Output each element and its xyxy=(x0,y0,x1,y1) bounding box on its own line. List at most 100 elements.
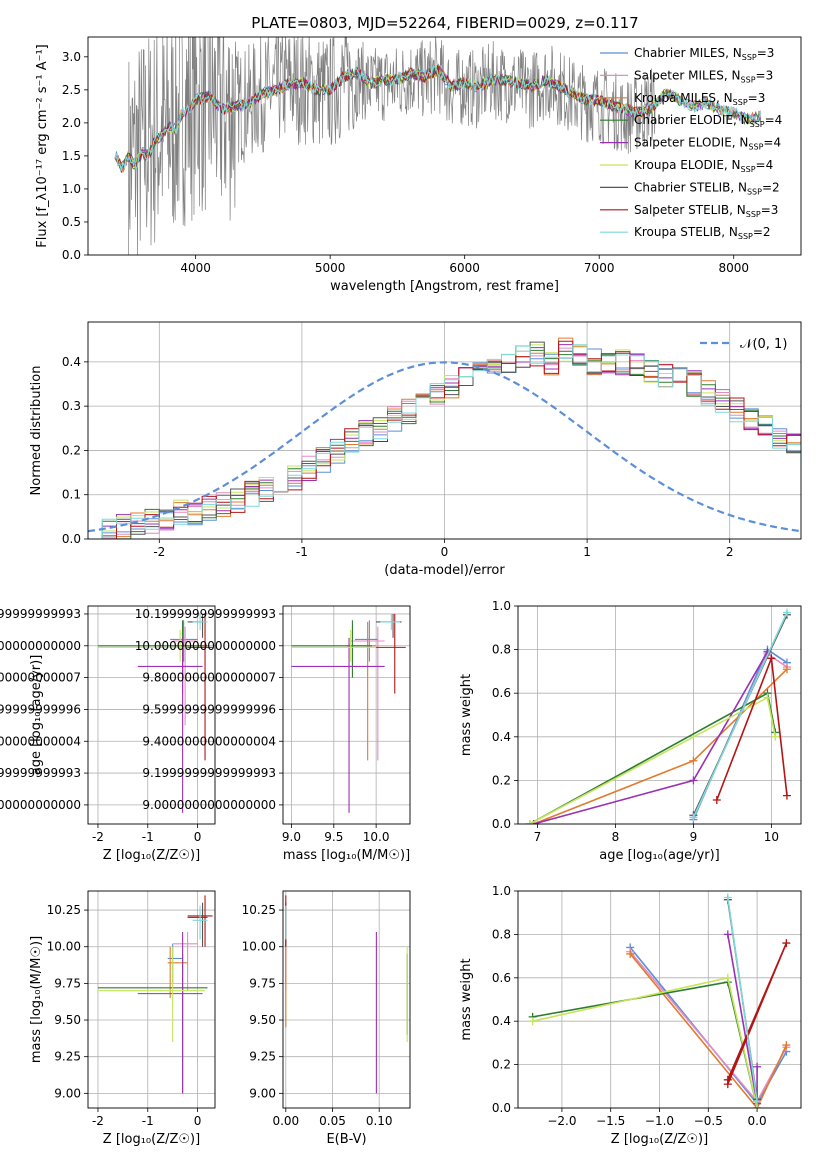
axes-frame xyxy=(87,890,216,1109)
y-tick-label: 10.0000000000000000 xyxy=(135,639,276,653)
weight-marker-kroupa_stelib xyxy=(782,608,791,617)
weight-line-kroupa_stelib xyxy=(692,612,788,818)
weight-marker-kroupa_stelib xyxy=(753,1097,762,1106)
y-tick-label: 0.0 xyxy=(62,532,81,546)
y-tick-label: 9.50 xyxy=(249,1013,276,1027)
model-spectrum-salpeter_stelib xyxy=(114,64,657,170)
histogram-kroupa_elodie xyxy=(88,344,801,539)
x-axis-label: wavelength [Angstrom, rest frame] xyxy=(330,279,559,294)
axes-frame xyxy=(517,605,802,825)
x-tick-label: 0.10 xyxy=(366,1114,393,1128)
y-tick-label: 3.0 xyxy=(62,50,81,64)
y-tick-label: 2.0 xyxy=(62,116,81,130)
x-tick-label: 0 xyxy=(194,1114,202,1128)
y-tick-label: 0.6 xyxy=(492,971,511,985)
x-tick-label: -2 xyxy=(92,830,104,844)
axes-frame xyxy=(87,36,802,256)
legend-label-kroupa_miles: Kroupa MILES, NSSP=3 xyxy=(634,91,765,107)
histogram-chabrier_stelib xyxy=(88,341,801,539)
x-tick-label: 8 xyxy=(612,830,620,844)
y-tick-label: 9.25 xyxy=(249,1050,276,1064)
x-tick-label: -2 xyxy=(153,545,165,559)
y-tick-label: 9.50 xyxy=(54,1013,81,1027)
y-tick-label: 1.0 xyxy=(492,884,511,898)
x-tick-label: 10.0 xyxy=(363,830,390,844)
y-tick-label: 9.4000000000000004 xyxy=(142,734,276,748)
x-tick-label: 4000 xyxy=(180,261,211,275)
x-tick-label: 0 xyxy=(194,830,202,844)
x-axis-label: Z [log₁₀(Z/Z☉)] xyxy=(103,848,200,863)
weight-marker-salpeter_stelib xyxy=(767,654,776,663)
axes-weight_vs_Z: −2.0 −1.5 −1.0 −0.5 0.0 0.0 0.2 0.4 0.6 0.8 1.0 Z [… xyxy=(459,884,802,1147)
plot-area-mass_vs_Z xyxy=(97,895,213,1094)
plots: 4000 5000 6000 7000 80000.00.51.01.52.02.53.… xyxy=(0,36,802,1147)
y-tick-label: 9.75 xyxy=(54,976,81,990)
spectrum-legend: Chabrier MILES, NSSP=3 Salpeter MILES, NS… xyxy=(600,46,782,241)
legend-label-kroupa_stelib: Kroupa STELIB, NSSP=2 xyxy=(634,225,771,241)
weight-marker-kroupa_elodie xyxy=(528,1017,537,1026)
y-tick-label: 0.3 xyxy=(62,399,81,413)
y-tick-label: 0.4 xyxy=(62,355,81,369)
x-axis-label: age [log₁₀(age/yr)] xyxy=(599,848,720,863)
x-tick-label: 9 xyxy=(690,830,698,844)
model-spectrum-kroupa_stelib xyxy=(114,66,762,171)
axes-frame xyxy=(517,890,802,1109)
plot-area-age_vs_Z xyxy=(97,613,213,813)
y-tick-label: 0.8 xyxy=(492,643,511,657)
y-tick-label: 9.8000000000000007 xyxy=(0,671,81,685)
histogram-kroupa_stelib xyxy=(88,344,801,539)
y-tick-label: 10.0000000000000000 xyxy=(0,639,81,653)
y-tick-label: 0.2 xyxy=(492,773,511,787)
axes-spectrum: 4000 5000 6000 7000 8000 0.0 0.5 1.0 1.5 2.0 2.5 3.… xyxy=(35,36,802,294)
y-axis-label: mass weight xyxy=(459,958,474,1040)
x-tick-label: -1 xyxy=(296,545,308,559)
y-axis-label: Normed distribution xyxy=(29,366,44,496)
x-tick-label: 0.0 xyxy=(748,1114,767,1128)
y-tick-label: 9.75 xyxy=(249,976,276,990)
x-tick-label: 8000 xyxy=(718,261,749,275)
weight-marker-kroupa_elodie xyxy=(525,820,534,824)
normal-curve xyxy=(88,361,801,533)
y-tick-label: 0.0 xyxy=(492,817,511,831)
axes-frame xyxy=(282,605,411,825)
y-tick-label: 2.5 xyxy=(62,83,81,97)
y-tick-label: 0.2 xyxy=(62,443,81,457)
y-tick-label: 1.5 xyxy=(62,149,81,163)
y-tick-label: 10.1999999999999993 xyxy=(0,607,81,621)
y-tick-label: 9.5999999999999996 xyxy=(142,702,276,716)
weight-marker-kroupa_miles xyxy=(782,1041,791,1050)
y-tick-label: 0.6 xyxy=(492,686,511,700)
legend-label-chabrier_stelib: Chabrier STELIB, NSSP=2 xyxy=(634,180,780,196)
weight-line-kroupa_miles xyxy=(629,953,788,1108)
y-tick-label: 9.1999999999999993 xyxy=(0,766,81,780)
x-tick-label: 9.5 xyxy=(324,830,343,844)
y-tick-label: 10.00 xyxy=(47,940,81,954)
weight-marker-salpeter_elodie xyxy=(723,930,732,939)
axes-frame xyxy=(87,605,216,825)
weight-marker-kroupa_elodie xyxy=(763,693,772,702)
axes-frame xyxy=(87,321,802,540)
weight-marker-kroupa_miles xyxy=(689,756,698,765)
weight-marker-salpeter_stelib xyxy=(782,939,791,948)
y-tick-label: 0.4 xyxy=(492,730,511,744)
axes-age_vs_mass: 9.0 9.5 10.0 9.0000000000000000 9.1999999999… xyxy=(135,605,411,863)
axes-mass_vs_Z: -2 -1 0 9.00 9.25 9.50 9.75 10.00 10.25 Z [log₁₀(… xyxy=(29,890,216,1147)
weight-marker-kroupa_stelib xyxy=(723,893,732,902)
legend-label-chabrier_miles: Chabrier MILES, NSSP=3 xyxy=(634,46,774,62)
plot-area-residuals xyxy=(88,337,801,539)
x-tick-label: 0.05 xyxy=(319,1114,346,1128)
weight-marker-salpeter_stelib xyxy=(723,1075,732,1084)
x-tick-label: -1 xyxy=(142,1114,154,1128)
x-tick-label: 10 xyxy=(764,830,779,844)
plot-area-weight_vs_Z xyxy=(528,893,791,1108)
axes-weight_vs_age: 7 8 9 10 0.0 0.2 0.4 0.6 0.8 1.0 age [log₁₀(age/yr… xyxy=(459,599,802,863)
y-tick-label: 1.0 xyxy=(62,182,81,196)
x-tick-label: −0.5 xyxy=(694,1114,723,1128)
y-tick-label: 10.1999999999999993 xyxy=(135,607,276,621)
y-tick-label: 10.25 xyxy=(47,903,81,917)
x-tick-label: 0 xyxy=(441,545,449,559)
x-tick-label: 5000 xyxy=(315,261,346,275)
y-tick-label: 9.1999999999999993 xyxy=(142,766,276,780)
